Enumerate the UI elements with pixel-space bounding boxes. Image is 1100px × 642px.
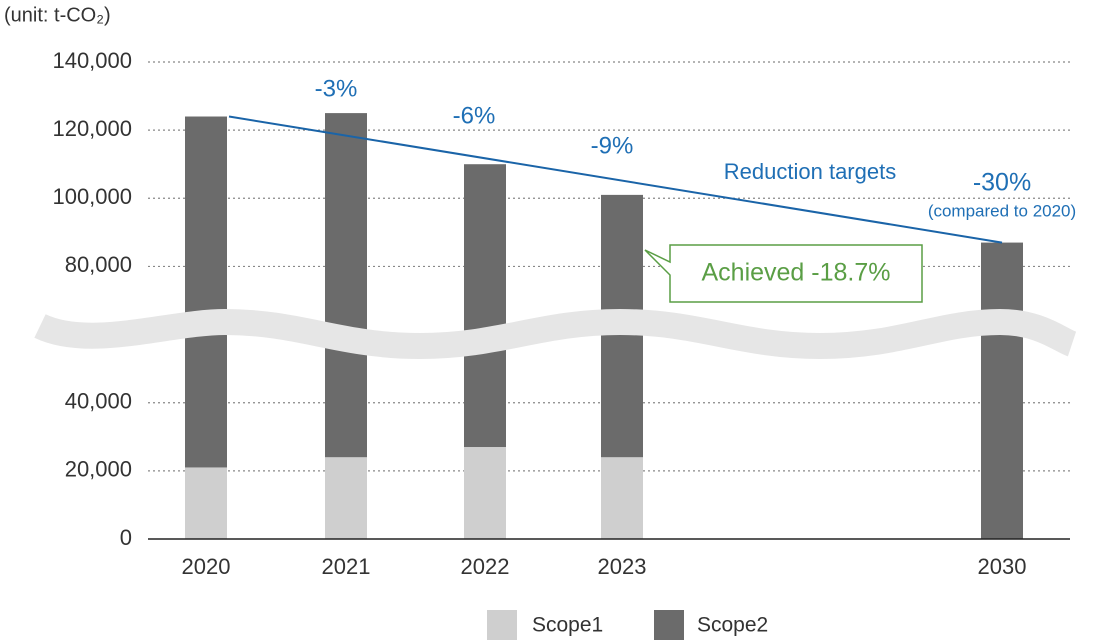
bar-segment — [601, 457, 643, 539]
legend-label: Scope2 — [697, 614, 768, 637]
y-tick-label: 20,000 — [65, 457, 132, 482]
y-tick-label: 100,000 — [52, 184, 132, 209]
bar-segment — [981, 242, 1023, 540]
x-tick-label: 2022 — [461, 554, 510, 579]
x-tick-label: 2030 — [978, 554, 1027, 579]
x-tick-label: 2023 — [598, 554, 647, 579]
unit-label: (unit: t-CO₂) — [4, 4, 111, 26]
annotation: -30% — [973, 169, 1031, 197]
y-tick-label: 40,000 — [65, 389, 132, 414]
y-tick-label: 140,000 — [52, 48, 132, 73]
bar-segment — [325, 113, 367, 458]
target-label: Reduction targets — [724, 159, 896, 184]
axis-break — [34, 308, 1077, 360]
legend-swatch — [654, 610, 684, 640]
legend-label: Scope1 — [532, 614, 603, 637]
x-tick-label: 2020 — [182, 554, 231, 579]
bar-segment — [185, 116, 227, 468]
annotation: -6% — [453, 102, 496, 129]
callout-box — [644, 244, 923, 303]
overlay: Reduction targets -3% -6% -9% -30% (compared … — [228, 75, 1076, 640]
legend-swatch — [487, 610, 517, 640]
bar-segment — [325, 457, 367, 539]
y-tick-label: 120,000 — [52, 116, 132, 141]
bar-segment — [464, 447, 506, 539]
bars: 2020 2021 2022 2023 2030 — [182, 113, 1027, 579]
annotation: -3% — [315, 75, 358, 102]
annotation: (compared to 2020) — [928, 201, 1076, 220]
bar-segment — [464, 164, 506, 448]
bar-segment — [185, 467, 227, 539]
annotation: -9% — [591, 132, 634, 159]
target-line — [228, 115, 1003, 244]
x-tick-label: 2021 — [322, 554, 371, 579]
y-tick-label: 0 — [120, 525, 132, 550]
y-tick-label: 80,000 — [65, 252, 132, 277]
callout-text: Achieved -18.7% — [701, 259, 890, 287]
